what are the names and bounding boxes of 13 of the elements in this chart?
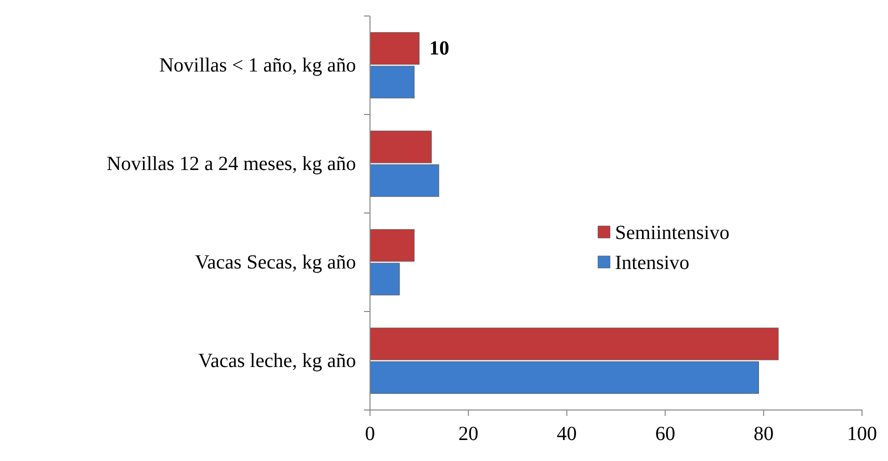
x-tick-label: 20 — [458, 423, 478, 445]
x-tick-label: 0 — [365, 423, 375, 445]
y-tick-label: Novillas < 1 año, kg año — [159, 54, 356, 76]
x-tick-label: 100 — [847, 423, 877, 445]
legend-label: Intensivo — [615, 252, 690, 274]
y-tick-label: Vacas leche, kg año — [198, 350, 356, 372]
legend-label: Semiintensivo — [615, 222, 730, 244]
x-tick-label: 60 — [655, 423, 676, 445]
x-tick-label: 80 — [754, 423, 774, 445]
data-label: 10 — [429, 37, 450, 60]
y-tick-label: Vacas Secas, kg año — [194, 251, 356, 274]
x-tick-label: 40 — [556, 423, 577, 445]
y-tick-label: Novillas 12 a 24 meses, kg año — [106, 152, 356, 175]
